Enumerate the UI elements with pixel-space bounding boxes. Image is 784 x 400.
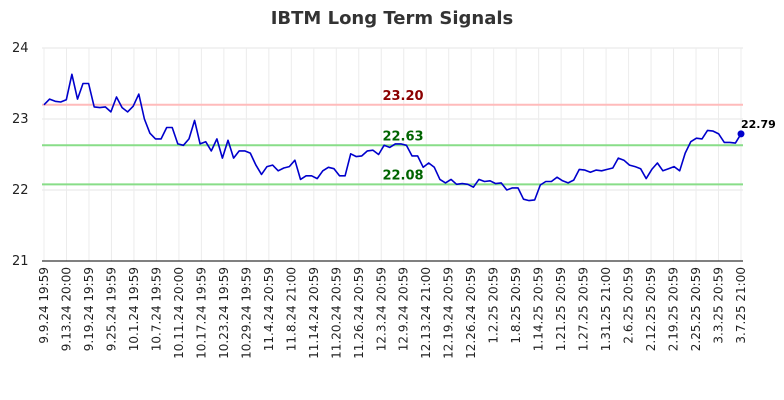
y-tick-label: 23 <box>12 112 29 127</box>
last-point-marker <box>737 130 745 138</box>
x-tick-label: 10.29.24 19:59 <box>239 267 253 359</box>
y-axis: 21 22 23 24 <box>12 41 29 269</box>
chart-title: IBTM Long Term Signals <box>270 8 514 29</box>
x-tick-label: 12.26.24 20:59 <box>464 267 478 359</box>
x-tick-label: 3.3.25 20:59 <box>712 267 726 344</box>
x-tick-label: 1.27.25 20:59 <box>577 267 591 351</box>
x-tick-label: 1.8.25 20:59 <box>509 267 523 344</box>
x-tick-label: 12.3.24 20:59 <box>374 267 388 351</box>
x-tick-label: 11.4.24 20:59 <box>262 267 276 351</box>
grid <box>42 47 743 262</box>
reference-line-label: 22.08 <box>382 168 423 183</box>
last-point-label: 22.79 <box>741 118 776 131</box>
y-tick-label: 22 <box>12 183 29 198</box>
y-tick-label: 21 <box>12 254 29 269</box>
x-tick-label: 11.14.24 20:59 <box>307 267 321 359</box>
y-tick-label: 24 <box>12 41 29 56</box>
x-tick-label: 9.25.24 19:59 <box>104 267 118 351</box>
series-group: 22.79 <box>43 73 776 202</box>
x-tick-label: 1.21.25 20:59 <box>554 267 568 351</box>
x-tick-label: 9.9.24 19:59 <box>37 267 51 344</box>
x-axis: 9.9.24 19:59 9.13.24 20:00 9.19.24 19:59 9.… <box>37 260 748 359</box>
x-tick-label: 9.19.24 19:59 <box>82 267 96 351</box>
x-tick-label: 10.11.24 20:00 <box>172 267 186 359</box>
x-tick-label: 2.6.25 20:59 <box>622 267 636 344</box>
x-tick-label: 9.13.24 20:00 <box>59 267 73 351</box>
reference-line-label: 23.20 <box>382 89 423 104</box>
x-tick-label: 10.23.24 19:59 <box>217 267 231 359</box>
x-tick-label: 10.1.24 19:59 <box>127 267 141 351</box>
x-tick-label: 12.19.24 20:59 <box>442 267 456 359</box>
x-tick-label: 1.2.25 20:59 <box>487 267 501 344</box>
x-tick-label: 3.7.25 21:00 <box>734 267 748 344</box>
x-tick-label: 10.7.24 19:59 <box>149 267 163 351</box>
x-tick-label: 1.14.25 20:59 <box>532 267 546 351</box>
reference-line-label: 22.63 <box>382 129 423 144</box>
x-tick-label: 2.12.25 20:59 <box>644 267 658 351</box>
x-tick-label: 2.19.25 20:59 <box>667 267 681 351</box>
x-tick-label: 11.8.24 21:00 <box>284 267 298 351</box>
x-tick-label: 1.31.25 21:00 <box>599 267 613 351</box>
x-tick-label: 10.17.24 19:59 <box>194 267 208 359</box>
x-tick-label: 11.26.24 20:59 <box>352 267 366 359</box>
x-tick-label: 12.13.24 21:00 <box>419 267 433 359</box>
series-line <box>43 73 742 202</box>
x-tick-label: 2.25.25 20:59 <box>689 267 703 351</box>
x-tick-label: 11.20.24 20:59 <box>329 267 343 359</box>
reference-lines: 23.20 22.63 22.08 <box>42 89 743 186</box>
x-tick-label: 12.9.24 20:59 <box>397 267 411 351</box>
